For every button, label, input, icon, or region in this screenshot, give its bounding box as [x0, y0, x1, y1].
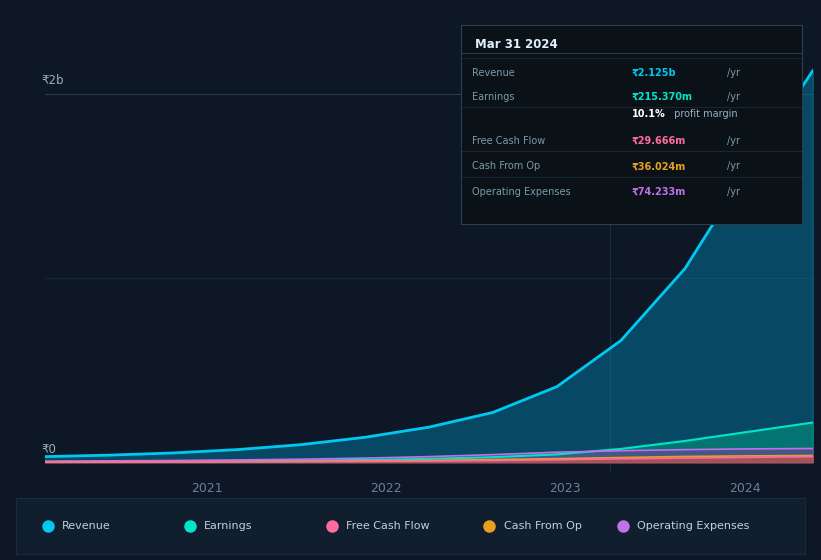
- Text: /yr: /yr: [727, 136, 741, 146]
- Text: ₹74.233m: ₹74.233m: [632, 187, 686, 197]
- Text: Earnings: Earnings: [471, 92, 514, 102]
- Text: Earnings: Earnings: [204, 521, 253, 531]
- Text: Mar 31 2024: Mar 31 2024: [475, 38, 557, 51]
- Text: ₹2b: ₹2b: [41, 74, 64, 87]
- Text: /yr: /yr: [727, 187, 741, 197]
- Text: ₹0: ₹0: [41, 443, 56, 456]
- Text: ₹36.024m: ₹36.024m: [632, 161, 686, 171]
- Text: Free Cash Flow: Free Cash Flow: [471, 136, 545, 146]
- Text: /yr: /yr: [727, 68, 741, 78]
- Text: ₹2.125b: ₹2.125b: [632, 68, 677, 78]
- Text: Revenue: Revenue: [471, 68, 515, 78]
- Text: ₹29.666m: ₹29.666m: [632, 136, 686, 146]
- Text: /yr: /yr: [727, 92, 741, 102]
- Text: Operating Expenses: Operating Expenses: [471, 187, 571, 197]
- Text: /yr: /yr: [727, 161, 741, 171]
- Text: Cash From Op: Cash From Op: [471, 161, 540, 171]
- Text: Revenue: Revenue: [62, 521, 111, 531]
- Text: 10.1%: 10.1%: [632, 109, 666, 119]
- Text: Cash From Op: Cash From Op: [503, 521, 581, 531]
- Text: profit margin: profit margin: [671, 109, 737, 119]
- Text: Free Cash Flow: Free Cash Flow: [346, 521, 429, 531]
- Text: Operating Expenses: Operating Expenses: [637, 521, 750, 531]
- Text: ₹215.370m: ₹215.370m: [632, 92, 693, 102]
